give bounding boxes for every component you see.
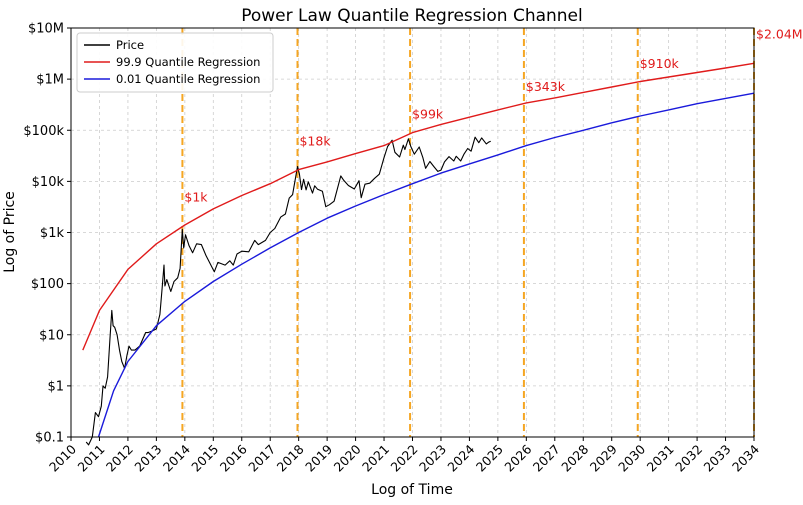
price-annotation: $910k (640, 56, 680, 71)
price-annotation: $2.04M (756, 27, 803, 42)
x-axis-label: Log of Time (371, 482, 453, 498)
y-axis-ticks: $0.1 $1 $10 $100 $1k $10k $100k $1M $10M (23, 22, 71, 446)
price-annotation: $18k (299, 134, 331, 149)
series-line-1 (82, 62, 755, 351)
series-line-0 (85, 136, 491, 446)
y-tick-label: $10 (39, 328, 64, 343)
legend-label-price: Price (116, 38, 144, 52)
series-line-2 (97, 92, 755, 438)
y-tick-label: $0.1 (35, 431, 64, 446)
y-tick-label: $1M (36, 73, 64, 88)
y-tick-label: $100k (23, 124, 64, 139)
y-axis-label: Log of Price (2, 191, 18, 273)
chart-title: Power Law Quantile Regression Channel (241, 6, 583, 26)
series-lines (82, 62, 755, 446)
legend: Price 99.9 Quantile Regression 0.01 Quan… (76, 32, 274, 93)
price-annotation: $1k (184, 190, 208, 205)
legend-label-upper-quantile: 99.9 Quantile Regression (116, 55, 260, 69)
y-tick-label: $1 (47, 379, 64, 394)
y-tick-label: $100 (31, 277, 64, 292)
price-annotation: $99k (412, 106, 444, 121)
y-tick-label: $10M (28, 22, 64, 37)
y-tick-label: $1k (40, 226, 65, 241)
price-annotation: $343k (526, 79, 566, 94)
legend-label-lower-quantile: 0.01 Quantile Regression (116, 72, 260, 86)
grid (70, 27, 755, 438)
annotations: $1k $18k $99k $343k $910k $2.04M (184, 27, 802, 205)
legend-box (76, 32, 274, 93)
y-tick-label: $10k (32, 175, 65, 190)
